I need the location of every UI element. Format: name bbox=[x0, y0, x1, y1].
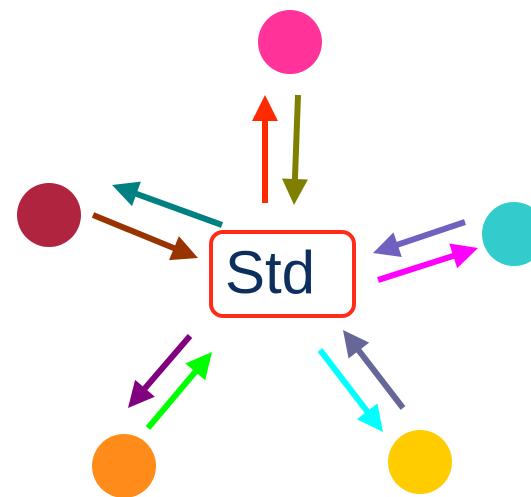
center-box bbox=[209, 230, 356, 318]
arrow-head bbox=[449, 243, 478, 269]
node-right bbox=[482, 202, 531, 266]
arrow-head bbox=[281, 178, 308, 205]
node-bottom-right bbox=[388, 430, 452, 494]
arrow-shaft bbox=[317, 348, 371, 415]
arrow-head bbox=[112, 181, 141, 207]
arrow-shaft bbox=[145, 368, 199, 430]
arrow-shaft bbox=[133, 190, 224, 228]
arrow-shaft bbox=[394, 219, 466, 249]
arrow-shaft bbox=[377, 252, 457, 283]
arrow-head bbox=[356, 403, 383, 432]
arrow-shaft bbox=[141, 334, 193, 392]
node-bottom-left bbox=[92, 434, 156, 497]
arrow-head bbox=[169, 236, 198, 261]
arrow-shaft bbox=[291, 94, 301, 182]
arrow-head bbox=[373, 232, 402, 258]
arrow-shaft bbox=[355, 347, 406, 410]
arrow-head bbox=[128, 379, 155, 408]
arrow-shaft bbox=[91, 212, 177, 252]
center-label: Std bbox=[225, 239, 315, 306]
node-top bbox=[258, 10, 322, 74]
arrows bbox=[91, 94, 478, 432]
arrow-head bbox=[185, 352, 212, 381]
node-left bbox=[17, 183, 81, 247]
arrow-head bbox=[343, 330, 370, 359]
arrow-head bbox=[252, 95, 278, 121]
